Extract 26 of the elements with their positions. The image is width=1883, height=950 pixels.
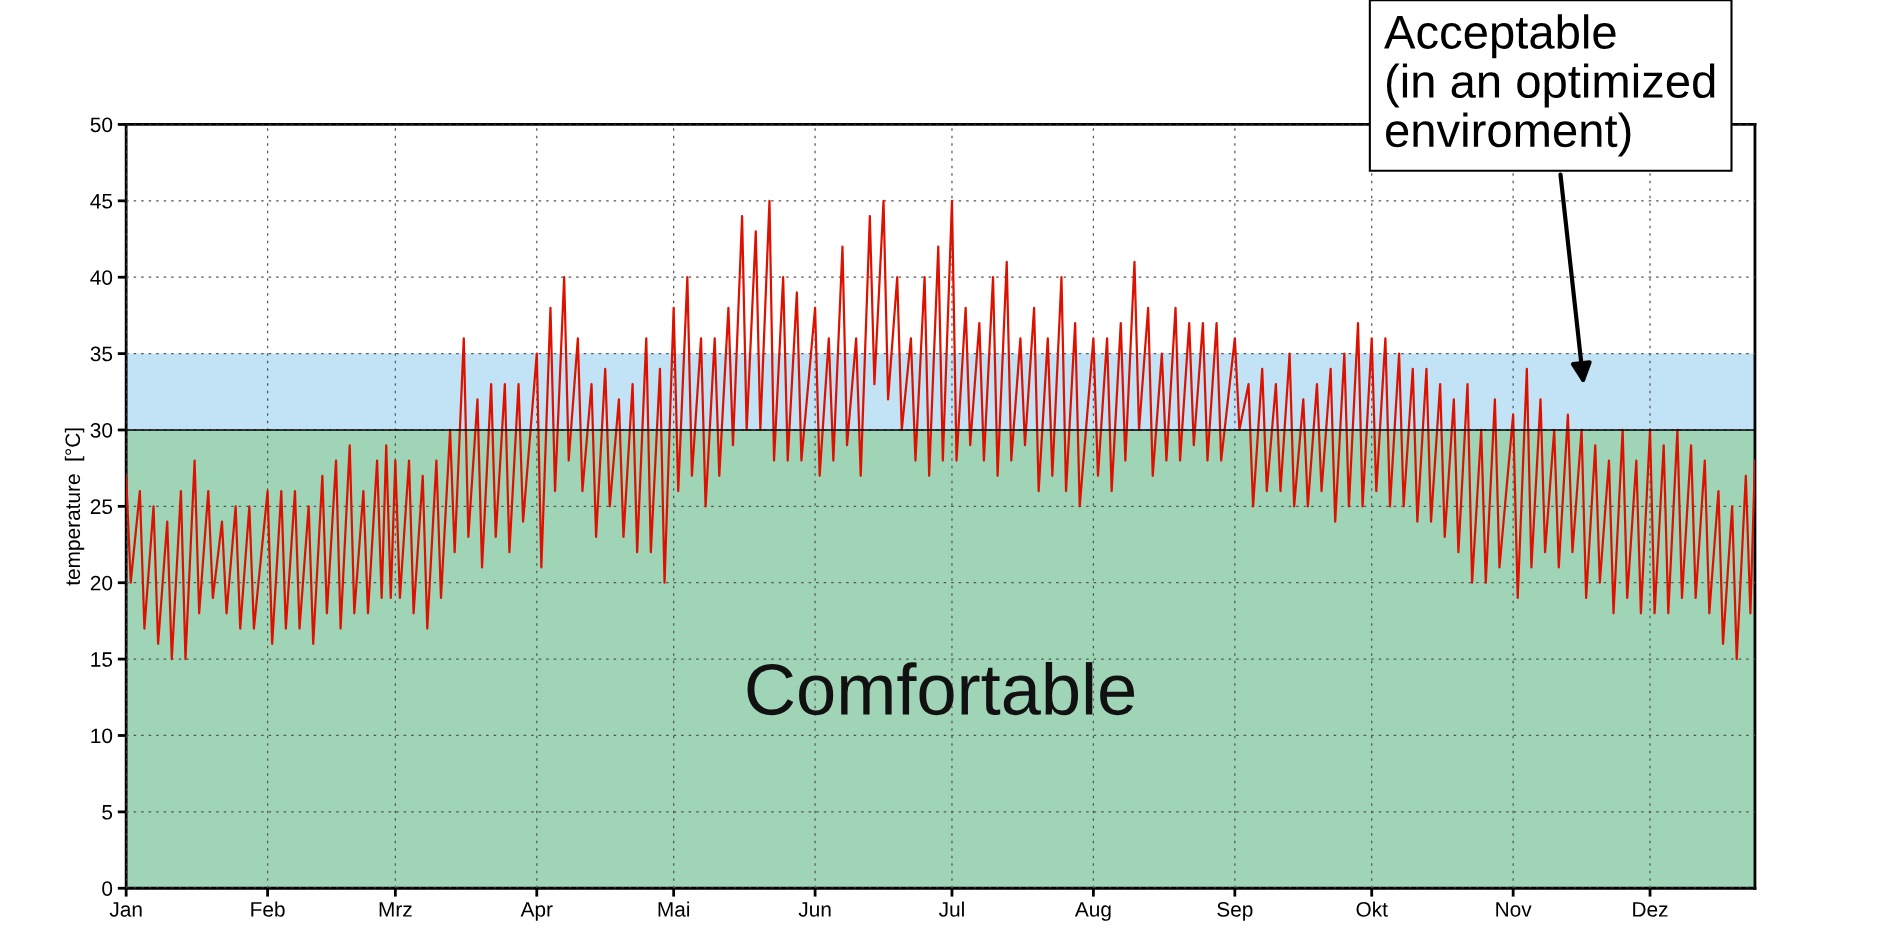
band-label: Comfortable [747,662,1135,716]
y-tick-label: 50 [90,117,113,133]
x-tick-label: Mrz [379,902,412,917]
y-axis-title: temperature [°C] [64,428,85,586]
x-tick-label: Sep [1217,901,1253,921]
y-tick-label: 35 [90,346,113,362]
y-tick-label: 40 [90,270,113,285]
y-tick-label: 5 [102,805,113,820]
y-tick-label: 0 [102,881,113,896]
x-tick-label: Jun [798,902,831,917]
y-tick-label: 45 [90,194,113,209]
y-tick-label: 10 [91,728,113,744]
x-tick-label: Dez [1633,902,1668,917]
x-tick-label: Jul [938,901,964,917]
y-tick-label: 20 [90,575,113,591]
x-tick-label: Aug [1074,902,1111,921]
y-tick-label: 15 [91,652,113,667]
y-tick-label: 25 [90,499,113,515]
y-tick-label: 30 [90,422,113,438]
x-tick-label: Jan [109,902,142,917]
x-tick-label: Apr [520,902,553,921]
x-tick-label: Feb [251,901,285,917]
x-tick-label: Mai [658,901,690,917]
band-label: Acceptable (in an optimized enviroment) [1384,14,1715,157]
x-tick-label: Nov [1496,902,1532,917]
x-tick-label: Okt [1356,901,1388,917]
